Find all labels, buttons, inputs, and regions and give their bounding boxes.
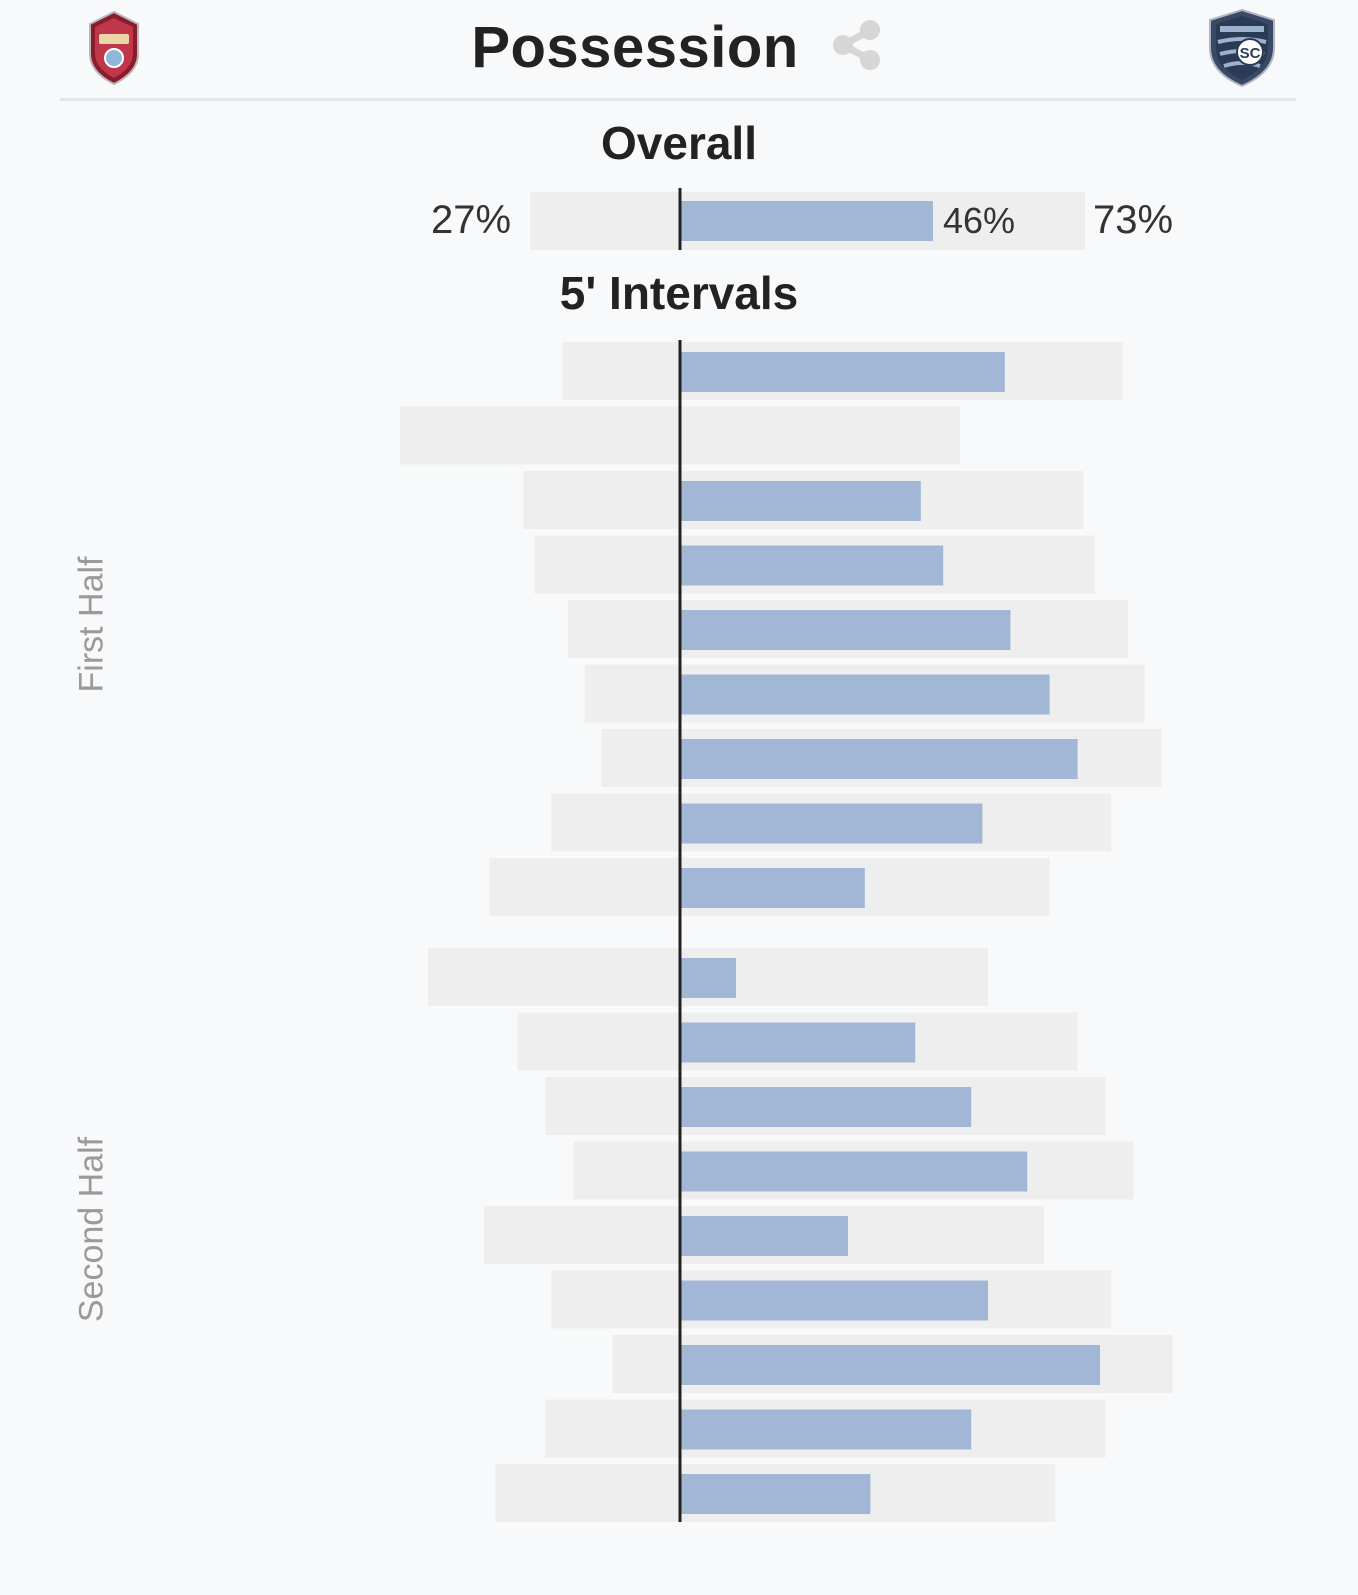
first-half-row-2-away-track <box>680 406 960 465</box>
overall-bar <box>680 201 933 241</box>
second-half-row-3-away-track <box>680 1077 1106 1135</box>
first-half-row-1-bar <box>680 352 1005 392</box>
first-half-row-6-bar <box>680 674 1050 715</box>
second-half-row-7-home-track <box>612 1335 680 1393</box>
second-half-row-8-bar <box>680 1409 972 1450</box>
first-half-row-9-away-track <box>680 858 1050 916</box>
chart-title: Possession <box>60 14 1296 81</box>
second-half-row-9-bar <box>680 1474 871 1514</box>
first-half-row-6-away-track <box>680 664 1145 723</box>
first-half-row-3-away-track <box>680 471 1084 529</box>
first-half-row-8-home-track <box>551 793 680 852</box>
second-half-row-2-bar <box>680 1022 916 1063</box>
first-half-row-7-bar <box>680 739 1078 779</box>
first-half-row-5-home-track <box>568 600 680 658</box>
first-half-row-8-away-track <box>680 793 1112 852</box>
first-half-row-3-home-track <box>523 471 680 529</box>
first-half-row-6-home-track <box>584 664 680 723</box>
first-half-row-9-bar <box>680 868 865 908</box>
first-half-label: First Half <box>72 556 111 693</box>
second-half-row-5-away-track <box>680 1206 1044 1264</box>
second-half-row-5-home-track <box>484 1206 680 1264</box>
second-half-row-4-bar <box>680 1151 1028 1192</box>
overall-title: Overall <box>601 117 757 169</box>
second-half-row-2-home-track <box>517 1012 680 1071</box>
first-half-row-9-home-track <box>489 858 680 916</box>
first-half-row-7-away-track <box>680 729 1162 787</box>
title-text: Possession <box>471 15 799 80</box>
share-icon[interactable] <box>829 17 885 73</box>
second-half-row-4-away-track <box>680 1141 1134 1200</box>
overall-away-track <box>680 192 1085 250</box>
first-half-row-2-home-track <box>400 406 680 465</box>
intervals-title: 5' Intervals <box>559 267 799 319</box>
home-team-logo <box>89 10 139 86</box>
chart-header: Possession SC <box>60 0 1296 101</box>
first-half-row-8-bar <box>680 803 983 844</box>
overall-home-track <box>530 192 680 250</box>
first-half-row-4-home-track <box>534 535 680 594</box>
second-half-row-5-bar <box>680 1216 848 1256</box>
first-half-row-1-home-track <box>562 342 680 400</box>
second-half-row-9-home-track <box>495 1464 680 1522</box>
second-half-row-9-away-track <box>680 1464 1056 1522</box>
second-half-row-7-away-track <box>680 1335 1173 1393</box>
second-half-row-1-home-track <box>428 948 680 1006</box>
home-overall-pct: 27% <box>431 198 512 242</box>
second-half-row-8-away-track <box>680 1399 1106 1458</box>
first-half-row-7-home-track <box>601 729 680 787</box>
second-half-row-2-away-track <box>680 1012 1078 1071</box>
second-half-row-7-bar <box>680 1345 1100 1385</box>
second-half-label: Second Half <box>72 1136 111 1323</box>
second-half-row-8-home-track <box>545 1399 680 1458</box>
first-half-row-4-away-track <box>680 535 1095 594</box>
overall-bar-label: 46% <box>943 200 1015 241</box>
svg-text:SC: SC <box>1240 45 1261 62</box>
second-half-row-6-away-track <box>680 1270 1112 1329</box>
second-half-row-3-home-track <box>545 1077 680 1135</box>
first-half-row-1-away-track <box>680 342 1123 400</box>
first-half-row-3-bar <box>680 481 921 521</box>
second-half-row-1-away-track <box>680 948 988 1006</box>
away-overall-pct: 73% <box>1093 198 1174 242</box>
first-half-row-5-bar <box>680 610 1011 650</box>
first-half-row-4-bar <box>680 545 944 586</box>
second-half-row-1-bar <box>680 958 736 998</box>
second-half-row-6-home-track <box>551 1270 680 1329</box>
away-team-logo: SC <box>1209 8 1275 88</box>
second-half-row-6-bar <box>680 1280 988 1321</box>
first-half-row-5-away-track <box>680 600 1128 658</box>
second-half-row-3-bar <box>680 1087 972 1127</box>
second-half-row-4-home-track <box>573 1141 680 1200</box>
